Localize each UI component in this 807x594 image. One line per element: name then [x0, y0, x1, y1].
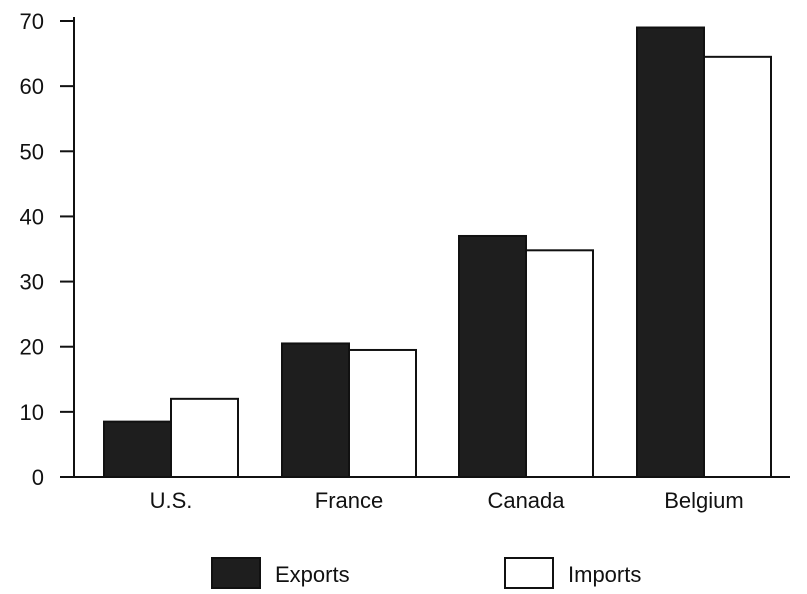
y-tick-labels: 0 10 20 30 40 50 60 70 — [20, 9, 44, 490]
bar-imports-france — [348, 348, 417, 479]
y-tick-label: 0 — [32, 465, 44, 490]
legend-swatch-imports — [504, 557, 554, 589]
bar-exports-france — [281, 342, 350, 479]
y-tick-label: 20 — [20, 335, 44, 360]
bars — [103, 26, 772, 479]
x-tick-label: U.S. — [150, 488, 193, 513]
bar-exports-canada — [458, 234, 527, 478]
x-tick-label: France — [315, 488, 383, 513]
legend-label-imports: Imports — [568, 562, 641, 587]
legend: Exports Imports — [211, 557, 641, 589]
bar-imports-canada — [525, 249, 594, 478]
bar-imports-us — [170, 397, 239, 479]
y-tick-label: 30 — [20, 270, 44, 295]
x-tick-label: Canada — [487, 488, 565, 513]
bar-exports-us — [103, 420, 172, 478]
x-tick-label: Belgium — [664, 488, 743, 513]
x-tick-labels: U.S. France Canada Belgium — [150, 488, 744, 513]
y-tick-label: 10 — [20, 400, 44, 425]
bar-imports-belgium — [703, 55, 772, 478]
y-tick-label: 50 — [20, 139, 44, 164]
y-tick-label: 40 — [20, 204, 44, 229]
legend-swatch-exports — [211, 557, 261, 589]
legend-label-exports: Exports — [275, 562, 350, 587]
y-tick-label: 70 — [20, 9, 44, 34]
y-tick-label: 60 — [20, 74, 44, 99]
bar-exports-belgium — [636, 26, 705, 479]
